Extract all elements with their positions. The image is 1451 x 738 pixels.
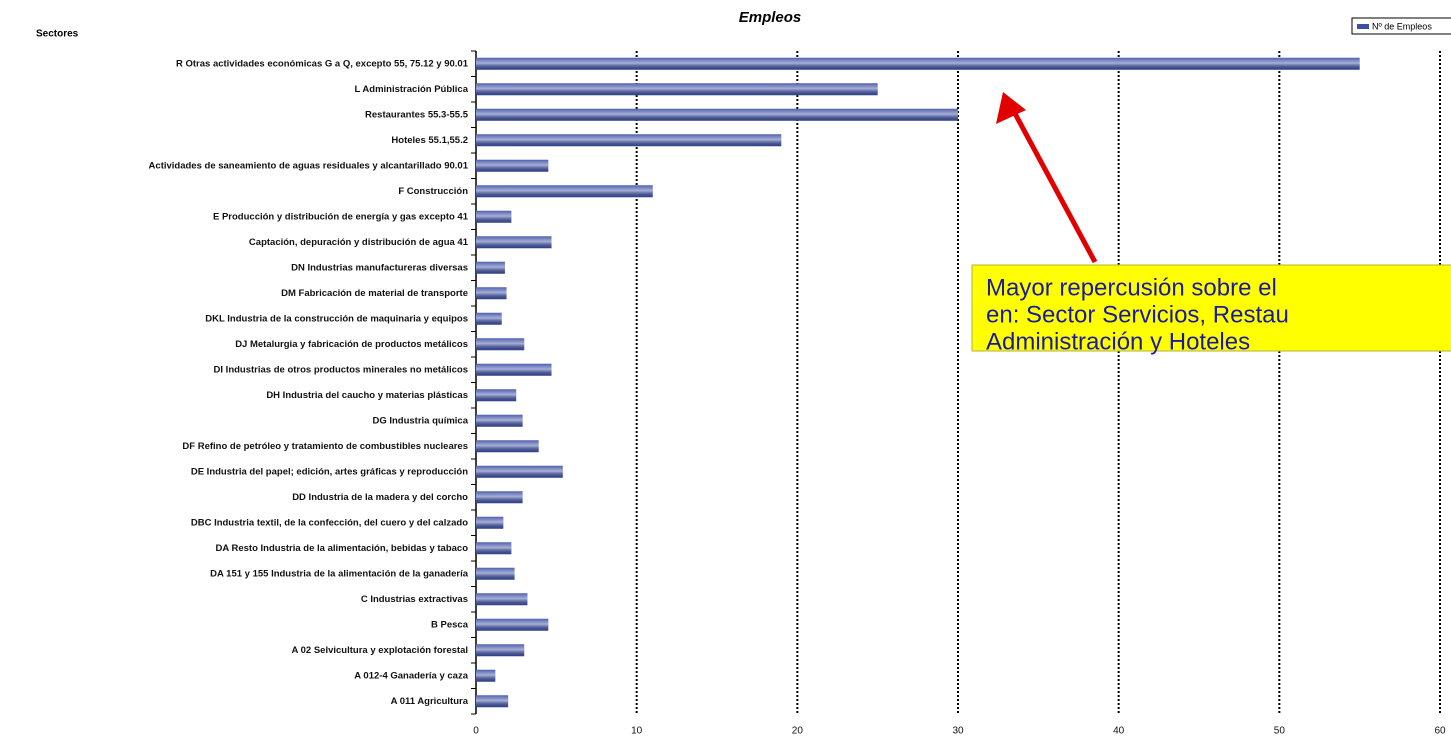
bar-shade xyxy=(476,389,517,402)
bar-shade xyxy=(476,618,549,631)
x-tick-label: 20 xyxy=(792,726,804,737)
annotation-box xyxy=(971,264,1451,352)
bar-shade xyxy=(476,83,878,96)
y-tick-label: DBC Industria textil, de la confección, … xyxy=(191,517,468,528)
legend-swatch xyxy=(1357,24,1369,29)
y-tick-label: DA 151 y 155 Industria de la alimentació… xyxy=(210,568,469,579)
y-tick-label: E Producción y distribución de energía y… xyxy=(213,211,469,222)
y-tick-label: DA Resto Industria de la alimentación, b… xyxy=(215,543,468,554)
arrow-shaft xyxy=(1009,106,1098,264)
x-tick-label: 50 xyxy=(1274,726,1286,737)
x-tick-label: 60 xyxy=(1434,726,1446,737)
y-tick-label: C Industrias extractivas xyxy=(361,594,468,605)
legend-label: Nº de Empleos xyxy=(1372,21,1432,31)
bar-shade xyxy=(476,669,496,682)
bar-shade xyxy=(476,108,958,121)
bar-shade xyxy=(476,516,504,529)
bar-shade xyxy=(476,542,512,555)
bar-shade xyxy=(476,414,523,427)
bar-shade xyxy=(476,465,563,478)
annotation-text: Administración y Hoteles xyxy=(986,328,1250,355)
bar-shade xyxy=(476,159,549,172)
bar-shade xyxy=(476,644,525,657)
y-tick-label: Actividades de saneamiento de aguas resi… xyxy=(149,160,469,171)
bar-shade xyxy=(476,210,512,223)
bar-shade xyxy=(476,236,552,249)
y-tick-label: B Pesca xyxy=(431,619,469,630)
y-tick-label: DH Industria del caucho y materias plást… xyxy=(266,390,468,401)
x-tick-label: 10 xyxy=(631,726,643,737)
bar-shade xyxy=(476,695,509,708)
x-tick-label: 0 xyxy=(473,726,479,737)
bar-shade xyxy=(476,287,507,300)
y-tick-label: A 02 Selvicultura y explotación forestal xyxy=(291,645,468,656)
bar-shade xyxy=(476,312,502,325)
y-tick-label: DF Refino de petróleo y tratamiento de c… xyxy=(182,441,468,452)
bar-shade xyxy=(476,134,782,147)
annotation-text: en: Sector Servicios, Restau xyxy=(986,301,1289,328)
bar-shade xyxy=(476,261,505,274)
y-tick-label: F Construcción xyxy=(398,186,468,197)
y-tick-label: R Otras actividades económicas G a Q, ex… xyxy=(176,58,469,69)
chart-title: Empleos xyxy=(739,9,802,26)
y-tick-label: DKL Industria de la construcción de maqu… xyxy=(205,313,468,324)
bar-shade xyxy=(476,567,515,580)
annotation-text: Mayor repercusión sobre el xyxy=(986,274,1277,301)
x-tick-label: 40 xyxy=(1113,726,1125,737)
bar-shade xyxy=(476,363,552,376)
x-tick-label: 30 xyxy=(952,726,964,737)
y-tick-label: DM Fabricación de material de transporte xyxy=(281,288,468,299)
arrow-head xyxy=(996,92,1026,124)
y-tick-label: A 011 Agricultura xyxy=(391,696,469,707)
y-tick-label: DJ Metalurgia y fabricación de productos… xyxy=(235,339,468,350)
y-tick-label: DD Industria de la madera y del corcho xyxy=(292,492,468,503)
y-tick-label: L Administración Pública xyxy=(355,84,469,95)
y-tick-label: DI Industrias de otros productos mineral… xyxy=(214,364,468,375)
y-tick-label: Hoteles 55.1,55.2 xyxy=(391,135,468,146)
y-tick-label: Restaurantes 55.3-55.5 xyxy=(365,109,469,120)
bar-shade xyxy=(476,593,528,606)
y-axis-label: Sectores xyxy=(36,29,79,40)
bar-shade xyxy=(476,440,539,453)
bar-shade xyxy=(476,57,1360,70)
y-tick-label: DE Industria del papel; edición, artes g… xyxy=(191,466,468,477)
bar-shade xyxy=(476,338,525,351)
bar-shade xyxy=(476,491,523,504)
y-tick-label: DG Industria química xyxy=(372,415,468,426)
y-tick-label: DN Industrias manufactureras diversas xyxy=(291,262,468,273)
bar-shade xyxy=(476,185,653,198)
y-tick-label: A 012-4 Ganadería y caza xyxy=(354,670,468,681)
y-tick-label: Captación, depuración y distribución de … xyxy=(249,237,469,248)
legend-box xyxy=(1351,17,1451,35)
